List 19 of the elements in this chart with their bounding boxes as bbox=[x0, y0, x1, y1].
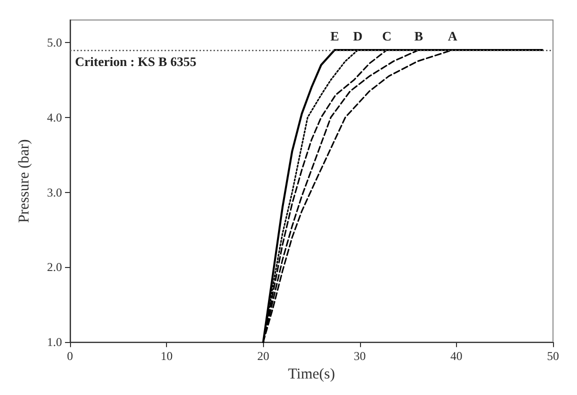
y-axis-title: Pressure (bar) bbox=[16, 139, 32, 223]
y-tick-label: 5.0 bbox=[47, 35, 62, 50]
annotation: A bbox=[448, 28, 458, 44]
x-tick-label: 40 bbox=[450, 349, 462, 364]
annotation: E bbox=[330, 28, 340, 44]
ref-line-label: Criterion : KS B 6355 bbox=[75, 54, 197, 69]
y-tick-label: 1.0 bbox=[47, 335, 62, 350]
annotation: C bbox=[382, 28, 392, 44]
annotation: D bbox=[353, 28, 363, 44]
y-tick-label: 2.0 bbox=[47, 260, 62, 274]
y-tick-label: 3.0 bbox=[47, 185, 62, 200]
annotation: B bbox=[414, 28, 424, 44]
x-axis-title: Time(s) bbox=[288, 366, 335, 382]
x-tick-label: 50 bbox=[547, 349, 559, 364]
x-tick-label: 30 bbox=[354, 349, 366, 364]
y-tick-label: 4.0 bbox=[47, 110, 62, 124]
x-tick-label: 20 bbox=[257, 349, 270, 364]
x-tick-label: 10 bbox=[160, 349, 173, 364]
x-tick-label: 0 bbox=[67, 349, 73, 364]
